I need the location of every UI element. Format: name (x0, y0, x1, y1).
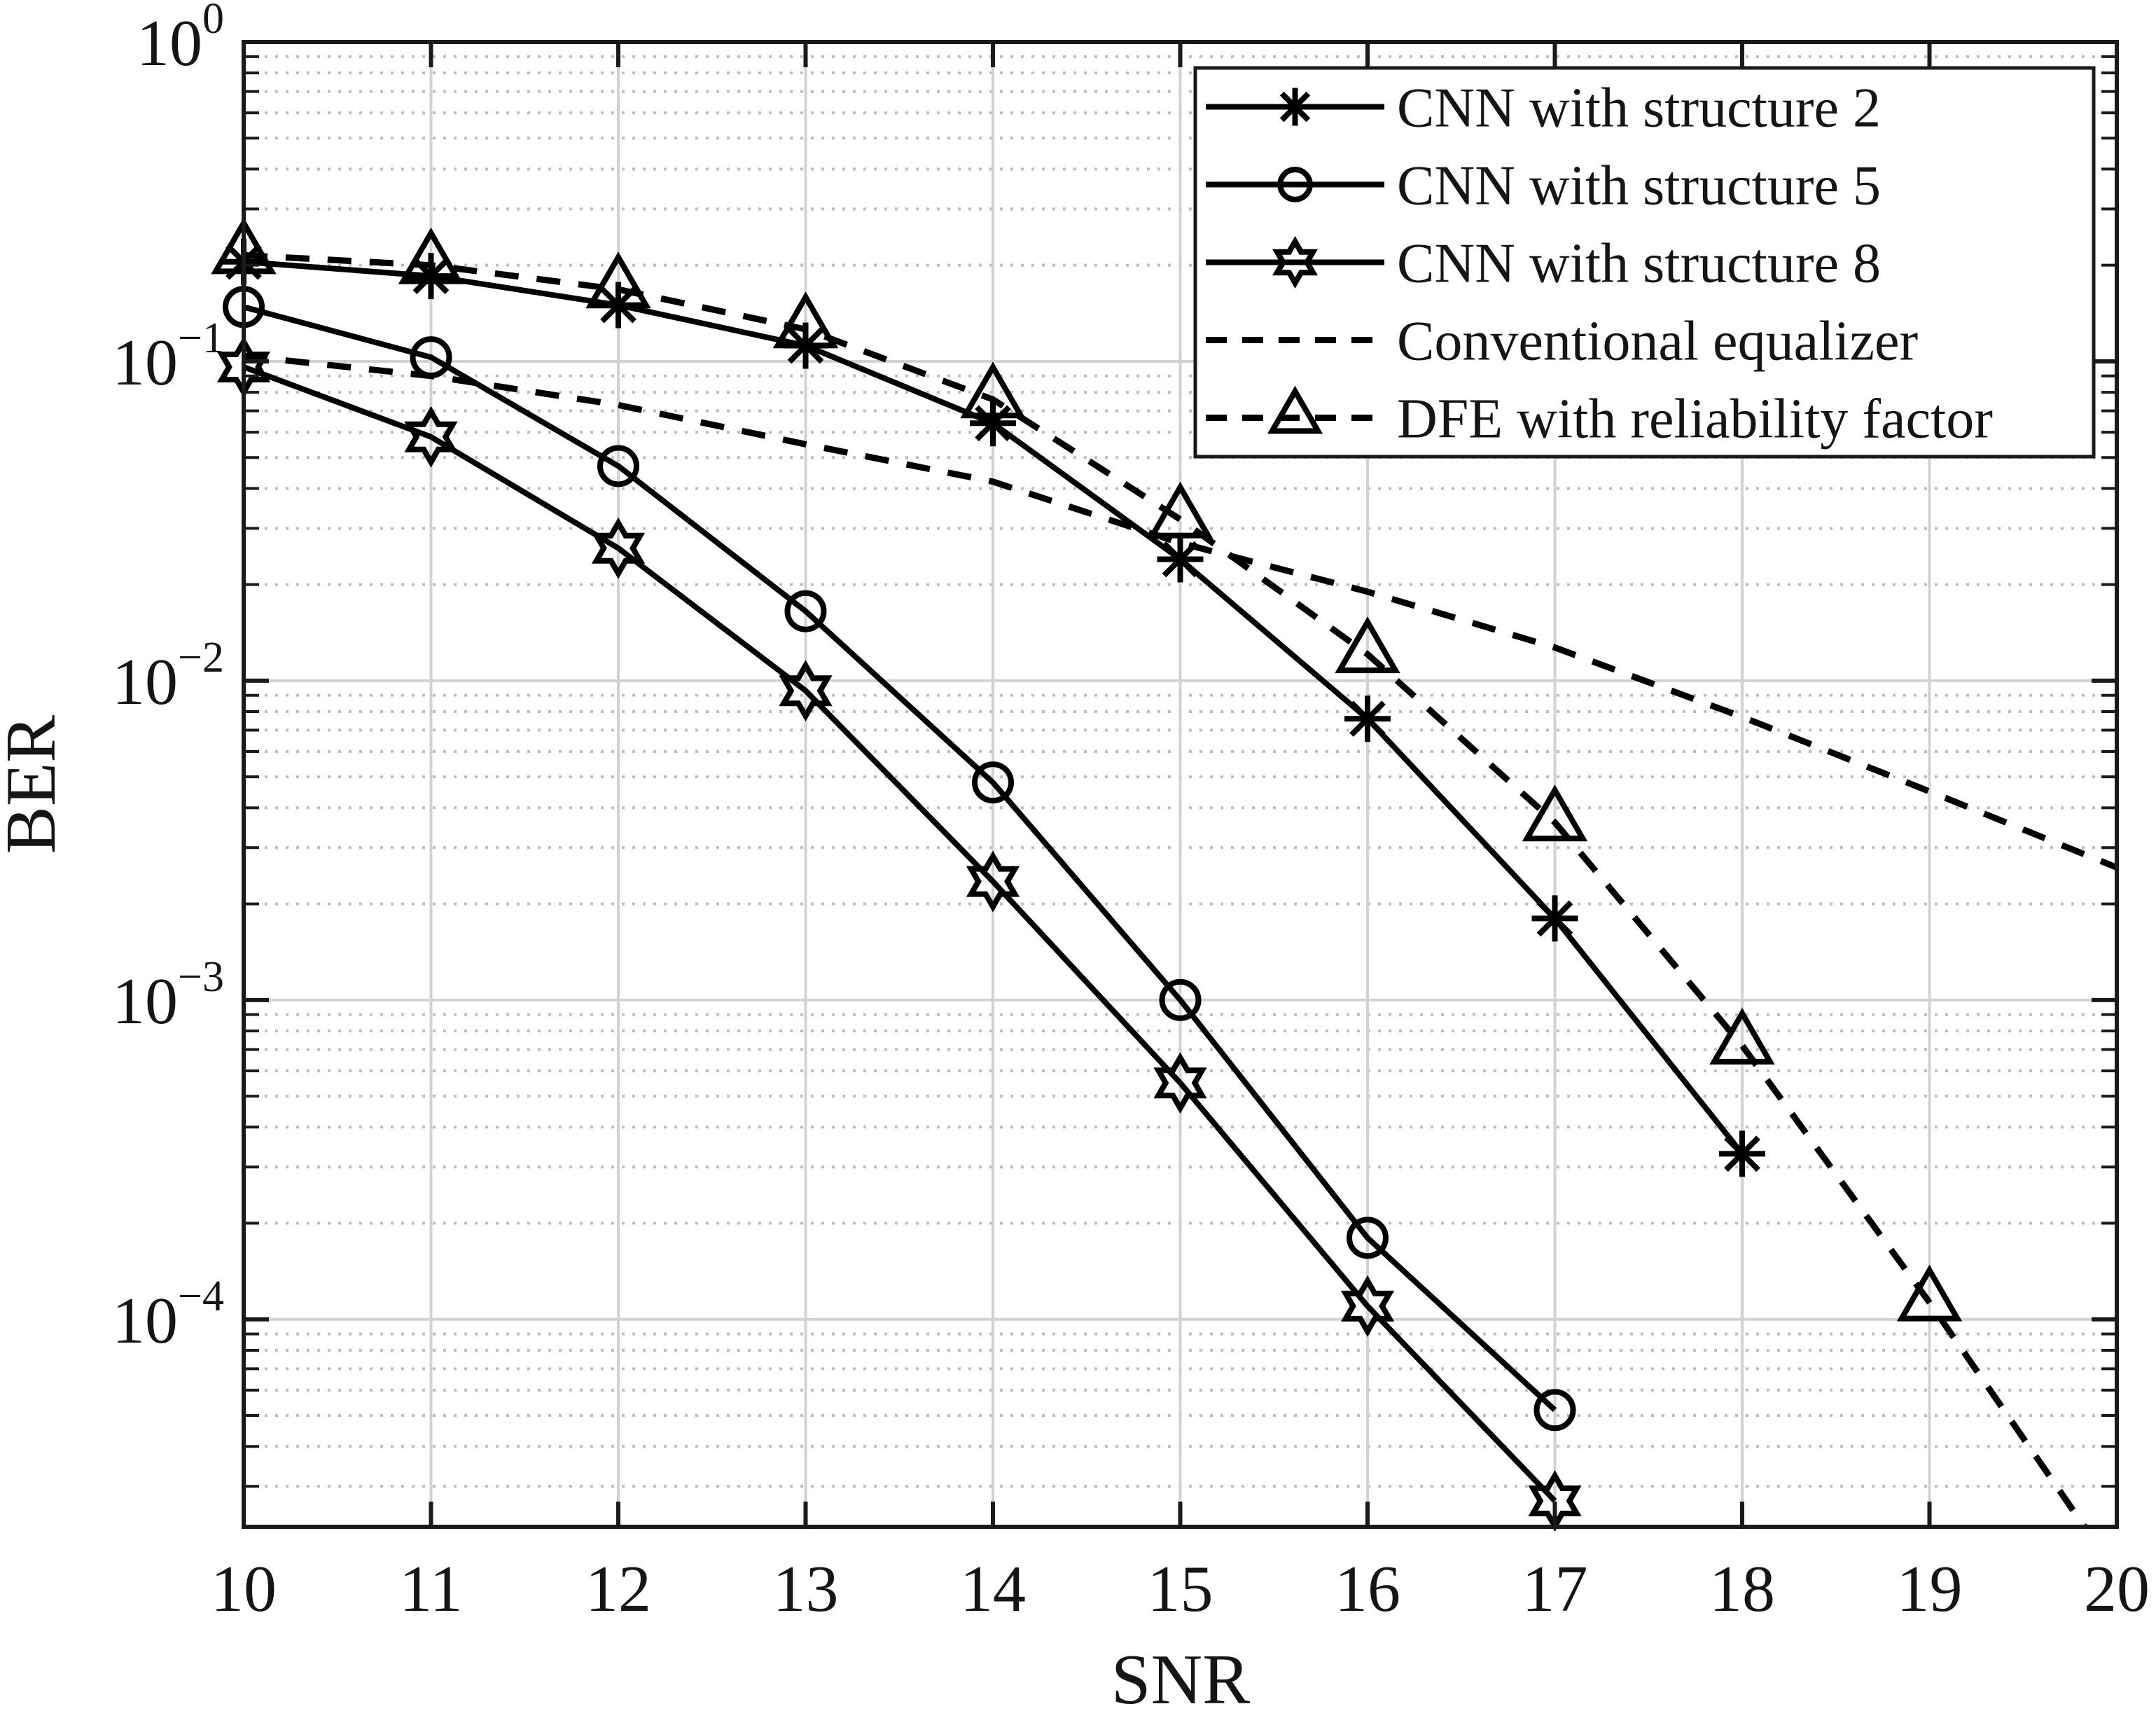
hexagram-marker (1340, 1275, 1395, 1337)
hexagram-marker (966, 850, 1020, 913)
triangle-marker (772, 291, 839, 349)
triangle-marker (1335, 616, 1400, 674)
legend-entry-2: CNN with structure 5 (1206, 155, 1881, 217)
triangle-marker (1709, 1007, 1775, 1065)
y-tick-label: 100 (137, 0, 224, 80)
x-tick-label: 10 (211, 1553, 277, 1626)
legend-entry-1: CNN with structure 2 (1206, 78, 1881, 139)
x-axis-label: SNR (1111, 1640, 1250, 1711)
circle-marker (972, 761, 1014, 804)
series-line (244, 364, 1557, 1503)
series-4 (244, 352, 2117, 871)
legend-entry-5: DFE with reliability factor (1206, 385, 1993, 450)
series-5 (211, 217, 2089, 1527)
legend-label: CNN with structure 2 (1397, 78, 1881, 139)
hexagram-marker (1272, 236, 1319, 289)
y-tick-label: 10−1 (112, 314, 224, 399)
asterisk-marker (1531, 895, 1578, 942)
triangle-marker (1267, 385, 1323, 434)
triangle-marker (398, 227, 464, 284)
legend-entry-3: CNN with structure 8 (1206, 233, 1881, 295)
series-line (244, 251, 2089, 1527)
x-tick-label: 14 (960, 1553, 1026, 1626)
tick-labels: 10 11 12 13 14 15 16 17 18 19 20 100 10−1 10−2 10−3 10−… (112, 0, 2150, 1626)
x-tick-label: 19 (1897, 1553, 1963, 1626)
hexagram-marker (404, 406, 458, 468)
x-tick-label: 16 (1335, 1553, 1400, 1626)
legend-label: Conventional equalizer (1397, 311, 1918, 373)
hexagram-marker (591, 517, 646, 579)
y-tick-label: 10−3 (112, 953, 224, 1038)
circle-marker (1347, 1217, 1389, 1259)
hexagram-marker (779, 660, 833, 722)
legend-label: CNN with structure 5 (1397, 155, 1881, 217)
circle-marker (597, 445, 639, 487)
legend: CNN with structure 2 CNN with structure 5… (1193, 66, 2096, 459)
circle-marker (1277, 167, 1313, 202)
series-line (244, 304, 1557, 1413)
circle-marker (784, 590, 827, 632)
y-tick-label: 10−2 (112, 634, 224, 719)
asterisk-marker (970, 400, 1016, 447)
legend-entry-4: Conventional equalizer (1206, 311, 1918, 373)
data-series (211, 217, 2117, 1532)
circle-marker (1159, 978, 1202, 1021)
asterisk-marker (1276, 88, 1314, 126)
axes (242, 40, 2119, 1529)
x-tick-label: 12 (585, 1553, 651, 1626)
x-tick-label: 18 (1709, 1553, 1775, 1626)
triangle-marker (1896, 1264, 1963, 1322)
legend-label: CNN with structure 8 (1397, 233, 1881, 295)
asterisk-marker (1344, 695, 1391, 742)
y-tick-label: 10−4 (112, 1273, 224, 1357)
triangle-marker (585, 251, 651, 309)
triangle-marker (1147, 481, 1213, 539)
x-tick-label: 11 (399, 1553, 463, 1626)
triangle-marker (960, 361, 1026, 419)
legend-label: DFE with reliability factor (1397, 389, 1993, 450)
series-line (244, 352, 2117, 871)
y-axis-label: BER (0, 715, 71, 854)
x-tick-label: 13 (773, 1553, 839, 1626)
x-tick-label: 17 (1522, 1553, 1588, 1626)
asterisk-marker (1719, 1130, 1765, 1177)
series-3 (216, 336, 1582, 1532)
circle-marker (1533, 1389, 1576, 1432)
hexagram-marker (1153, 1052, 1207, 1114)
x-tick-label: 20 (2084, 1553, 2150, 1626)
x-tick-label: 15 (1148, 1553, 1213, 1626)
triangle-marker (1522, 784, 1588, 842)
